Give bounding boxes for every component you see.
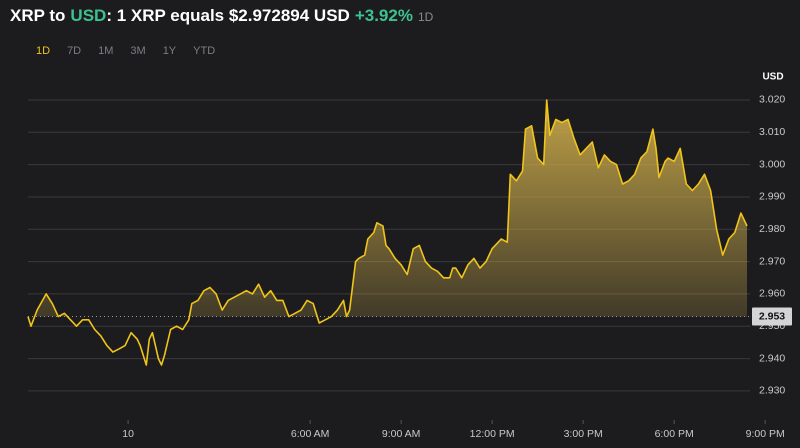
y-tick-label: 2.980 [759,223,785,235]
y-tick-label: 2.940 [759,352,785,364]
range-tab[interactable]: YTD [193,45,216,57]
title-base: XRP to [10,6,66,25]
x-tick-label: 3:00 PM [564,428,603,440]
price-marker [752,307,792,326]
y-tick-label: 2.970 [759,255,785,267]
y-tick-label: 2.990 [759,191,785,203]
y-tick-label: 3.000 [759,158,785,170]
x-tick-label: 10 [122,428,134,440]
range-tab[interactable]: 7D [67,45,82,57]
y-axis-label: USD [762,72,783,83]
range-tab[interactable]: 1M [98,45,114,57]
y-tick-label: 3.020 [759,94,785,106]
x-tick-label: 6:00 PM [655,428,694,440]
range-tabs: 1D 7D 1M 3M 1Y YTD [36,45,232,57]
range-tab[interactable]: 3M [130,45,146,57]
title-quote: USD [70,6,107,25]
range-tab[interactable]: 1Y [162,45,177,57]
title-rate: : 1 XRP equals $2.972894 USD [106,6,350,25]
price-line [27,99,748,366]
title-change: +3.92% [354,6,413,25]
range-tab[interactable]: 1D [36,45,51,57]
x-tick-label: 12:00 PM [470,428,515,440]
y-tick-label: 3.010 [759,126,785,138]
title: XRP to USD: 1 XRP equals $2.972894 USD +3.… [10,6,433,26]
y-tick-label: 2.930 [759,385,785,397]
title-period: 1D [417,10,434,24]
x-tick-label: 9:00 PM [746,428,785,440]
y-tick-label: 2.960 [759,288,785,300]
price-marker-label: 2.953 [759,310,785,322]
x-tick-label: 9:00 AM [382,428,421,440]
area-fill [34,100,747,317]
x-tick-label: 6:00 AM [291,428,330,440]
